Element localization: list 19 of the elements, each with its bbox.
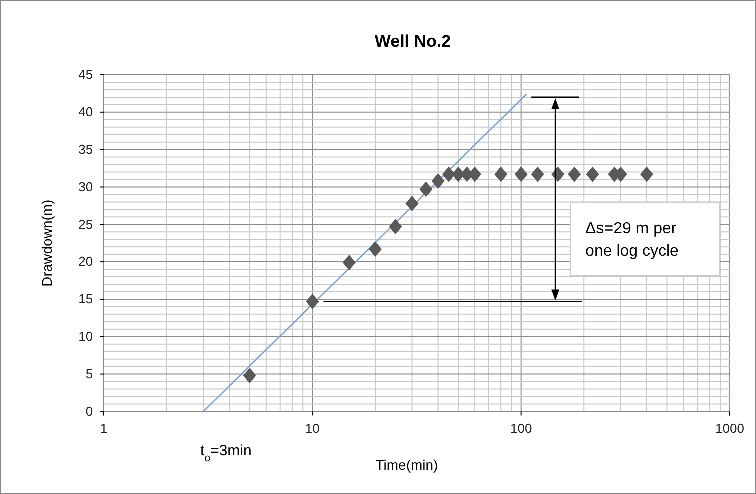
y-tick-label: 45 [78,67,94,82]
y-tick-label: 20 [78,254,94,270]
y-tick-label: 10 [78,329,94,344]
y-tick-label: 40 [78,104,94,120]
y-tick-label: 35 [78,142,94,157]
chart-title: Well No.2 [374,32,452,51]
x-tick-label: 10 [305,421,320,436]
y-axis-title: Drawdown(m) [39,200,55,287]
y-tick-label: 15 [78,292,94,307]
x-tick-label: 1 [100,421,108,436]
y-tick-label: 0 [86,404,94,419]
x-axis-title: Time(min) [376,457,438,473]
y-tick-label: 5 [86,366,94,382]
text: t$_{o}$=3min [200,442,252,465]
x-tick-label: 100 [510,421,532,436]
y-tick-label: 30 [78,179,94,194]
x-tick-label: 1000 [716,421,744,436]
annotation: Δs=29 m per one log cycle [586,220,680,260]
y-tick-label: 25 [78,216,94,232]
